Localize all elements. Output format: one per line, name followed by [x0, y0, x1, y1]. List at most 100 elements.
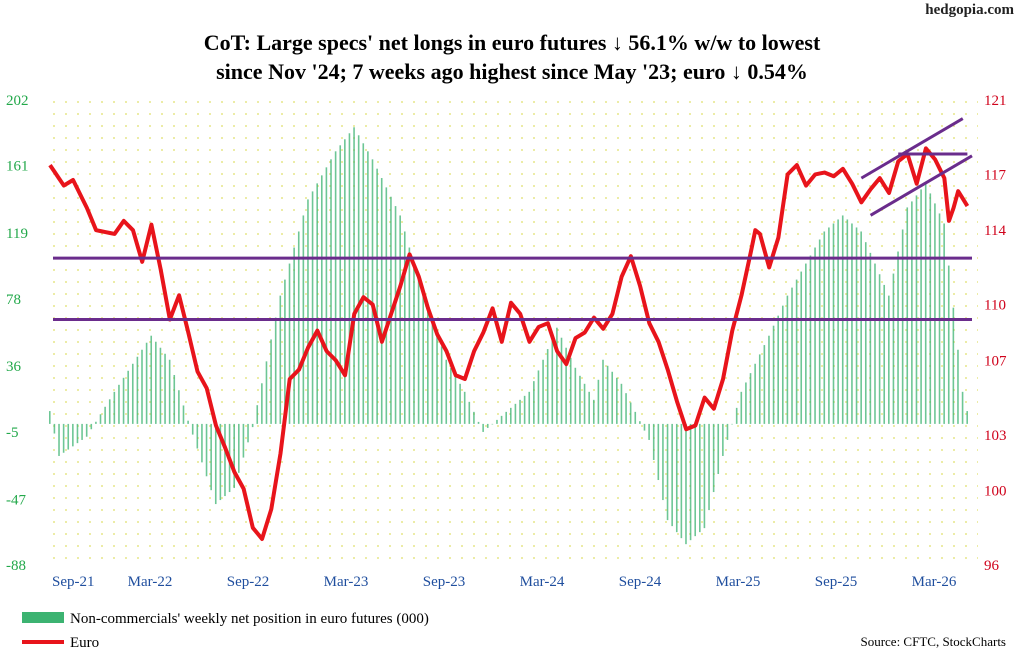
net-position-bar	[606, 365, 609, 424]
net-position-bar	[380, 178, 383, 424]
net-position-bar	[394, 206, 397, 424]
net-position-bar	[588, 391, 590, 424]
net-position-bar	[583, 383, 586, 424]
net-position-bar	[560, 337, 563, 424]
net-position-bar	[772, 325, 775, 424]
x-axis-ticks: Sep-21 Mar-22 Sep-22 Mar-23 Sep-23 Mar-24 Sep-…	[52, 574, 957, 590]
net-position-bar	[625, 393, 627, 424]
net-position-bar	[671, 423, 673, 527]
euro-line	[48, 146, 970, 541]
left-tick-label: 78	[6, 292, 21, 308]
net-position-bar	[330, 159, 332, 424]
net-position-bar	[574, 367, 577, 424]
net-position-bar	[210, 423, 212, 491]
net-position-bar	[316, 183, 318, 424]
net-position-bar	[749, 373, 752, 424]
net-position-bar	[270, 339, 272, 424]
net-position-bar	[445, 359, 448, 424]
channel-line	[869, 154, 973, 217]
right-tick-label: 100	[984, 484, 1007, 500]
right-tick-label: 96	[984, 558, 1000, 574]
right-axis-ticks: 121 117 114 110 107 103 100 96	[984, 93, 1007, 574]
net-position-bar	[168, 359, 171, 424]
net-position-bar	[325, 167, 328, 424]
net-position-bar	[846, 219, 849, 424]
net-position-bar	[376, 168, 378, 424]
net-position-bar	[860, 231, 862, 424]
net-position-bar	[505, 411, 507, 424]
left-tick-label: 36	[6, 359, 22, 375]
net-position-bar	[703, 423, 706, 529]
net-position-bar	[855, 227, 858, 424]
net-position-bar	[118, 384, 120, 424]
net-position-bar	[385, 187, 388, 424]
net-position-bar	[911, 201, 913, 424]
net-position-bar	[805, 263, 807, 424]
net-position-bar	[510, 407, 512, 424]
net-position-bar	[431, 319, 434, 424]
legend: Non-commercials' weekly net position in …	[22, 611, 429, 651]
net-position-bar	[408, 247, 411, 424]
net-position-bar	[173, 374, 176, 424]
net-position-bar	[274, 317, 277, 424]
net-position-bar	[496, 419, 498, 424]
net-position-bar	[150, 335, 153, 424]
net-position-bar	[196, 423, 199, 449]
x-tick-label: Mar-24	[520, 574, 565, 590]
net-position-bar	[768, 335, 770, 424]
source-note: Source: CFTC, StockCharts	[860, 634, 1006, 649]
net-position-bar	[284, 279, 286, 424]
net-position-bar	[155, 341, 157, 424]
net-position-bar	[348, 133, 351, 424]
net-position-bar	[888, 295, 890, 424]
net-position-bar	[546, 349, 549, 424]
net-position-bar	[477, 421, 480, 424]
net-position-bar	[712, 423, 715, 493]
net-position-bar	[952, 307, 955, 424]
net-position-bar	[413, 263, 415, 424]
net-position-bar	[722, 423, 724, 456]
net-position-bar	[643, 423, 646, 431]
net-position-bar	[901, 229, 904, 424]
net-position-bar	[809, 255, 812, 424]
net-position-bar	[251, 423, 254, 428]
net-position-bar	[579, 375, 581, 424]
net-position-bar	[307, 199, 309, 424]
net-position-bar	[473, 411, 475, 424]
net-position-bar	[81, 423, 83, 440]
net-position-bar	[182, 405, 185, 424]
net-position-bar	[961, 391, 964, 424]
net-position-bar	[823, 231, 826, 424]
net-position-bar	[422, 292, 425, 424]
net-position-bar	[403, 231, 406, 424]
left-tick-label: 161	[6, 159, 29, 175]
net-position-bar	[454, 375, 457, 424]
bar-series	[49, 127, 968, 545]
net-position-bar	[878, 274, 881, 424]
net-position-bar	[191, 423, 194, 435]
net-position-bar	[874, 263, 876, 424]
net-position-bar	[491, 423, 494, 425]
net-position-bar	[224, 423, 226, 497]
chart-title-line-2: since Nov '24; 7 weeks ago highest since…	[216, 59, 808, 84]
net-position-bar	[906, 207, 909, 424]
net-position-bar	[523, 395, 526, 424]
net-position-bar	[145, 342, 148, 424]
net-position-bar	[837, 219, 839, 424]
net-position-bar	[256, 405, 259, 424]
net-position-bar	[113, 391, 116, 424]
net-position-bar	[297, 231, 300, 424]
x-tick-label: Mar-26	[912, 574, 957, 590]
net-position-bar	[966, 411, 968, 424]
x-tick-label: Mar-23	[324, 574, 369, 590]
net-position-bar	[233, 423, 235, 489]
net-position-bar	[602, 359, 604, 424]
net-position-bar	[122, 377, 125, 424]
legend-label-net-position: Non-commercials' weekly net position in …	[70, 611, 429, 627]
left-axis-ticks: 202 161 119 78 36 -5 -47 -88	[6, 93, 29, 574]
net-position-bar	[486, 423, 489, 428]
net-position-bar	[851, 223, 853, 424]
net-position-bar	[320, 175, 323, 424]
x-tick-label: Sep-24	[619, 574, 662, 590]
net-position-bar	[629, 402, 632, 424]
